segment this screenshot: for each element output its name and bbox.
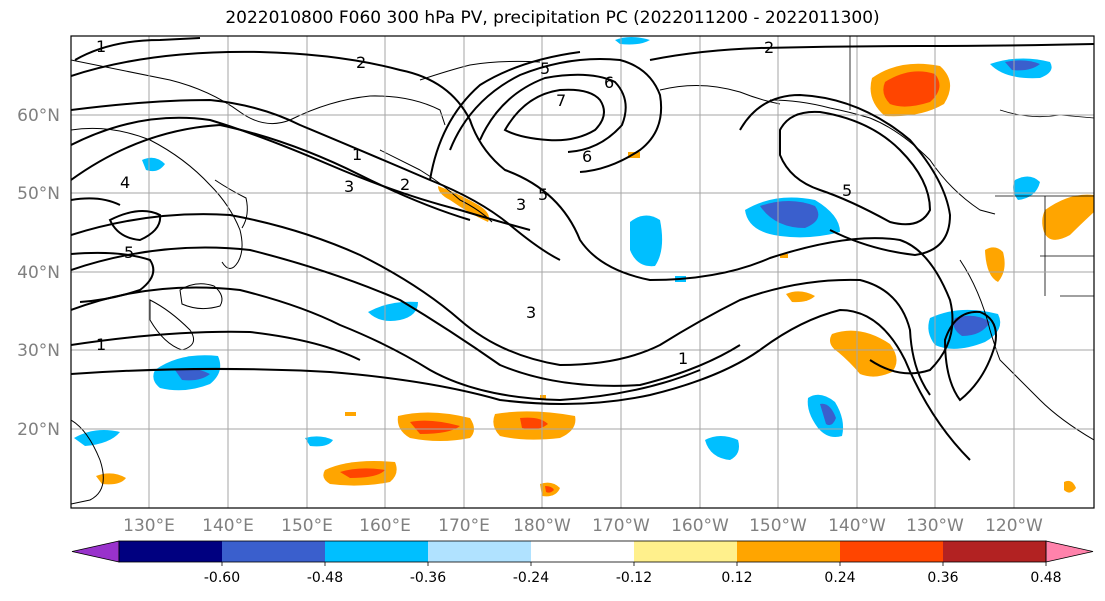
lat-label: 40°N — [17, 263, 60, 283]
precip-positive-blob — [345, 412, 356, 416]
lon-label: 150°E — [281, 516, 333, 536]
pv-contour-label: 2 — [356, 53, 366, 72]
pv-contour-label: 3 — [516, 195, 526, 214]
lon-label: 130°E — [123, 516, 175, 536]
lon-label: 130°W — [906, 516, 964, 536]
precip-positive-blob — [1042, 194, 1094, 240]
pv-contour-label: 1 — [96, 37, 106, 56]
precip-negative-blob — [630, 215, 663, 267]
colorbar-segment — [222, 541, 326, 562]
pv-contour-label: 5 — [540, 59, 550, 78]
lon-label: 170°W — [592, 516, 650, 536]
colorbar-label: -0.48 — [307, 570, 343, 586]
precip-positive-blob — [96, 473, 126, 485]
precip-negative-core — [760, 201, 819, 228]
pv-contour-label: 6 — [582, 147, 592, 166]
lat-label: 60°N — [17, 106, 60, 126]
precip-positive-core — [340, 468, 385, 478]
precip-negative-core — [820, 403, 836, 426]
precip-negative-blob — [1013, 176, 1040, 200]
graticule — [71, 36, 1094, 508]
pv-contour-label: 5 — [538, 185, 548, 204]
colorbar-label: 0.48 — [1030, 570, 1061, 586]
pv-contour-label: 5 — [124, 243, 134, 262]
precip-negative-core — [953, 315, 990, 336]
colorbar-segment — [943, 541, 1047, 562]
precip-negative-blob — [142, 157, 165, 172]
lon-label: 160°W — [671, 516, 729, 536]
lon-label: 140°W — [828, 516, 886, 536]
lon-label: 180°W — [513, 516, 571, 536]
colorbar-label: -0.36 — [410, 570, 446, 586]
pv-contour-label: 1 — [96, 335, 106, 354]
pv-contour-label: 7 — [556, 91, 566, 110]
pv-contour-label: 2 — [764, 38, 774, 57]
pv-contours — [71, 37, 1094, 461]
colorbar-segment — [119, 541, 223, 562]
pv-contour-label: 4 — [120, 173, 130, 192]
precip-positive-core — [520, 417, 548, 430]
colorbar-segment — [737, 541, 841, 562]
lon-label: 170°E — [438, 516, 490, 536]
colorbar-outline — [118, 540, 1047, 563]
lat-label: 50°N — [17, 184, 60, 204]
lon-label: 150°W — [749, 516, 807, 536]
colorbar-label: -0.60 — [204, 570, 240, 586]
precip-negative-blob — [305, 436, 333, 447]
precip-negative-blob — [615, 37, 650, 45]
longitude-labels: 130°E 140°E 150°E 160°E 170°E 180°W 170°… — [123, 516, 1043, 536]
pv-contour-label: 2 — [400, 175, 410, 194]
lon-label: 140°E — [202, 516, 254, 536]
lat-label: 20°N — [17, 420, 60, 440]
pv-contour-label: 1 — [352, 145, 362, 164]
precip-negative-core — [175, 368, 210, 381]
map-frame — [70, 35, 1095, 509]
pv-contour-label: 3 — [344, 177, 354, 196]
lon-label: 120°W — [985, 516, 1043, 536]
pv-contour-label: 3 — [526, 303, 536, 322]
colorbar-segment — [840, 541, 944, 562]
colorbar-label: -0.24 — [513, 570, 549, 586]
map-title: 2022010800 F060 300 hPa PV, precipitatio… — [225, 8, 880, 28]
colorbar-segment — [325, 541, 429, 562]
colorbar-label: 0.36 — [927, 570, 958, 586]
pv-contour-labels: 1 2 2 5 4 6 3 7 6 5 5 5 3 1 1 2 3 1 — [96, 37, 852, 368]
colorbar-label: 0.12 — [721, 570, 752, 586]
colorbar-extend-max — [1045, 540, 1094, 563]
colorbar — [71, 540, 1094, 563]
precip-positive-core — [545, 486, 554, 493]
colorbar-extend-min — [71, 540, 120, 563]
colorbar-label: 0.24 — [824, 570, 855, 586]
precip-negative-blob — [368, 301, 418, 321]
precip-negative-blob — [705, 436, 739, 460]
precip-negative-blob — [74, 430, 120, 446]
pv-contour-label: 5 — [842, 181, 852, 200]
precip-positive-core — [883, 71, 940, 107]
colorbar-segment — [531, 541, 635, 562]
latitude-labels: 60°N 50°N 40°N 30°N 20°N — [17, 106, 60, 440]
precip-shading — [74, 37, 1094, 497]
precip-positive-blob — [985, 247, 1005, 282]
pv-contour-label: 1 — [678, 349, 688, 368]
precip-positive-blob — [1064, 480, 1076, 493]
colorbar-label: -0.12 — [616, 570, 652, 586]
lat-label: 30°N — [17, 341, 60, 361]
precip-positive-core — [410, 420, 460, 434]
lon-label: 160°E — [359, 516, 411, 536]
colorbar-segment — [428, 541, 532, 562]
colorbar-segment — [634, 541, 738, 562]
pv-contour-label: 6 — [604, 73, 614, 92]
precip-positive-blob — [786, 291, 815, 303]
colorbar-labels: -0.60 -0.48 -0.36 -0.24 -0.12 0.12 0.24 0.36 0.4… — [204, 562, 1062, 586]
